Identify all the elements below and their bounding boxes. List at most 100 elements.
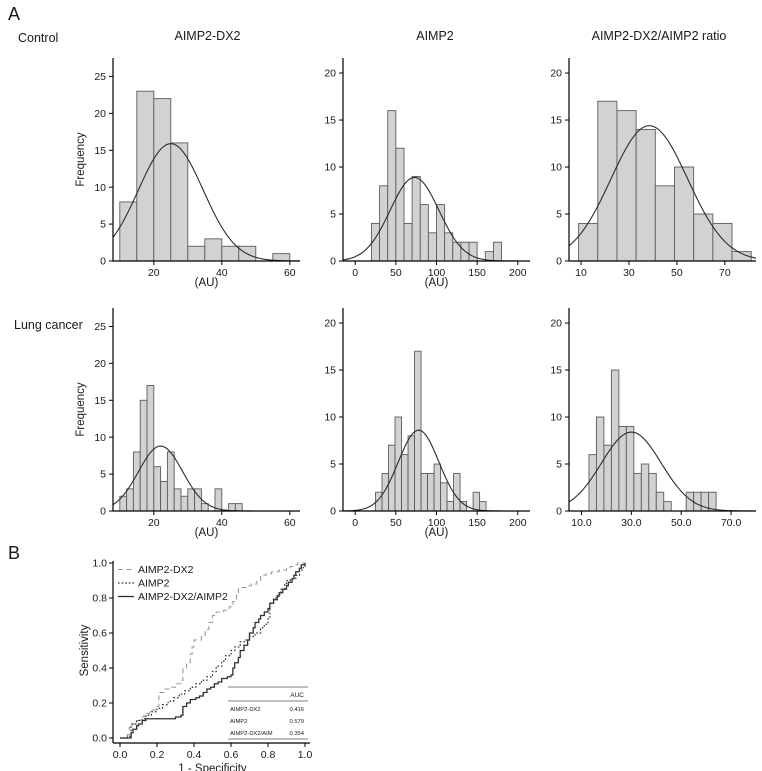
histogram-bar [419,204,429,262]
x-tick-label: 30 [623,267,635,279]
histogram-bar [427,472,435,512]
legend-label: AIMP2-DX2/AIMP2 [138,591,228,603]
y-axis-label: Frequency [75,382,87,437]
histogram-bar [459,501,468,512]
histogram-bar [603,444,612,512]
x-axis-label: (AU) [195,527,219,539]
y-tick-label: 20 [550,68,562,80]
y-tick-label: 0 [100,256,106,268]
histogram-bar [381,472,389,512]
histogram-bar [693,491,702,512]
histogram-bar [166,451,175,512]
x-tick-label: 100 [428,517,446,529]
y-tick-label: 0 [330,506,336,518]
y-tick-label: 10 [324,412,336,424]
histogram-bar [712,222,733,262]
histogram-bar [453,472,461,512]
histogram-bars [578,100,752,262]
histogram-bar [180,495,189,512]
x-tick-label: 1.0 [298,749,313,761]
x-tick-label: 0 [352,267,358,279]
legend-label: AIMP2 [138,578,170,590]
histogram-bar [420,472,429,512]
axes: 0 5 10 15 20 10.0 30.0 50.0 70.0 [550,308,756,529]
roc-chart: 0.0 0.0 0.2 0.2 0.4 0.4 0.6 0.6 0.8 0.8 1.0 1.0 1 - … [79,558,312,771]
histogram-bar [204,238,223,262]
y-tick-label: 15 [324,365,336,377]
x-tick-label: 70.0 [721,517,742,529]
histogram-bar [625,425,635,512]
histogram-lungcancer-aimp2-dx2: 0 5 10 15 20 25 20 40 60 (AU) Frequency [75,308,300,539]
x-tick-label: 50 [390,267,402,279]
x-tick-label: 30.0 [621,517,642,529]
histogram-bar [228,503,236,512]
y-tick-label: 5 [100,219,106,231]
histogram-bar [640,463,650,512]
normal-curve [112,143,301,262]
histogram-bar [411,175,421,262]
histogram-bar [387,110,397,262]
histogram-bar [578,222,599,262]
row-label-lung-cancer: Lung cancer [14,318,83,332]
histogram-bar [663,501,672,512]
y-tick-label: 15 [550,115,562,127]
y-tick-label: 20 [550,318,562,330]
histogram-control-ratio: 0 5 10 15 20 10 30 50 70 [550,58,757,279]
histogram-bar [597,100,618,262]
x-tick-label: 10 [575,267,587,279]
y-tick-label: 25 [94,71,106,83]
panel-b-label: B [8,543,21,563]
histogram-bar [479,501,487,512]
y-tick-label: 0.6 [92,628,107,640]
chart-title-control-ratio: AIMP2-DX2/AIMP2 ratio [591,29,727,43]
y-tick-label: 0 [330,256,336,268]
x-tick-label: 150 [468,267,486,279]
x-tick-label: 150 [468,517,486,529]
histogram-bar [492,241,502,262]
x-tick-label: 100 [428,267,446,279]
x-axis-label: 1 - Specificity [178,763,247,771]
x-tick-label: 40 [216,517,228,529]
x-tick-label: 0 [352,517,358,529]
x-tick-label: 0.8 [261,749,276,761]
chart-title-control-aimp2: AIMP2 [416,29,454,43]
histogram-bar [618,425,627,512]
y-tick-label: 5 [100,469,106,481]
y-tick-label: 10 [94,432,106,444]
y-axis-label: Frequency [75,132,87,187]
histogram-bar [433,463,442,512]
auc-row-label: AIMP2-DX2/AIM [230,731,273,737]
histogram-lungcancer-ratio: 0 5 10 15 20 10.0 30.0 50.0 70.0 [550,308,757,529]
x-tick-label: 0.6 [224,749,239,761]
y-tick-label: 10 [550,162,562,174]
histogram-bar [221,245,240,262]
histogram-bar [187,488,196,512]
histogram-bar [440,482,448,512]
x-tick-label: 20 [148,267,160,279]
x-tick-label: 40 [216,267,228,279]
histogram-bar [200,503,209,512]
y-tick-label: 15 [94,395,106,407]
x-axis-label: (AU) [425,527,449,539]
y-tick-label: 15 [324,115,336,127]
y-tick-label: 10 [324,162,336,174]
axes: 0.0 0.0 0.2 0.2 0.4 0.4 0.6 0.6 0.8 0.8 1.0 1.0 [92,558,312,761]
y-tick-label: 20 [324,318,336,330]
y-tick-label: 10 [94,182,106,194]
x-axis-label: (AU) [425,277,449,289]
y-tick-label: 20 [94,358,106,370]
row-label-control: Control [18,31,59,45]
histogram-bars [371,110,502,262]
x-tick-label: 20 [148,517,160,529]
legend-label: AIMP2-DX2 [138,564,194,576]
histogram-bar [693,213,714,262]
y-tick-label: 5 [556,209,562,221]
x-tick-label: 200 [509,517,527,529]
axes: 0 5 10 15 20 10 30 50 70 [550,58,756,279]
histogram-bars [119,385,243,512]
histogram-bar [595,416,605,512]
chart-title-control-aimp2-dx2: AIMP2-DX2 [174,29,241,43]
